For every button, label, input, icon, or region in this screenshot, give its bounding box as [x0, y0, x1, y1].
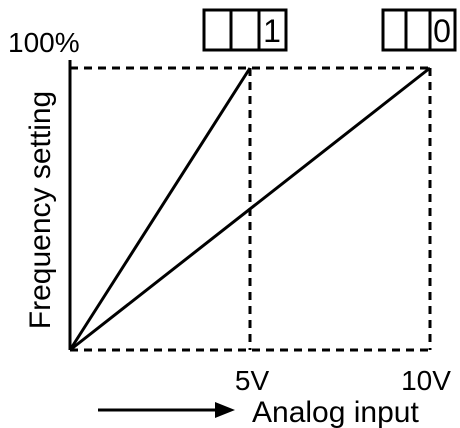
y-axis-label: Frequency setting — [24, 91, 57, 329]
y-tick-label-100: 100% — [8, 27, 80, 58]
x-tick-label-10v: 10V — [401, 365, 451, 396]
series-line-1 — [68, 67, 252, 351]
series-1-digit-box: 1 — [202, 8, 288, 52]
right-arrow-icon — [98, 402, 235, 418]
series-1-digit-3: 1 — [263, 13, 281, 49]
x-tick-label-5v: 5V — [235, 365, 270, 396]
series-line-0 — [69, 66, 431, 352]
x-axis-label: Analog input — [252, 396, 419, 428]
series-0-digit-box: 0 — [381, 8, 457, 52]
series-0-digit-3: 0 — [433, 13, 451, 49]
